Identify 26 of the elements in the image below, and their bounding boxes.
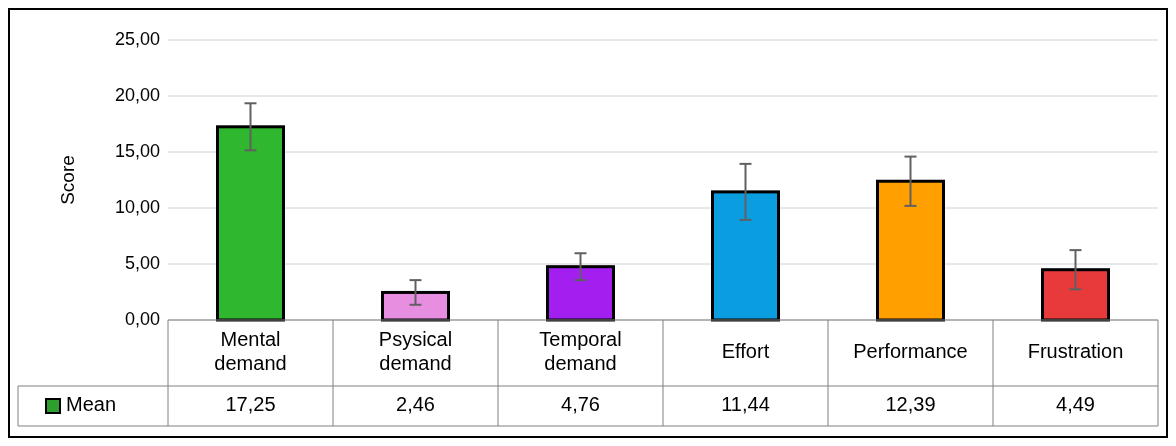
- y-tick-label: 10,00: [114, 196, 160, 217]
- bar: [216, 125, 285, 322]
- data-label: 4,76: [561, 393, 600, 416]
- x-tick-label: Mental demand: [214, 328, 287, 375]
- data-label: 4,49: [1056, 393, 1095, 416]
- y-tick-label: 0,00: [124, 308, 160, 329]
- y-tick-label: 15,00: [114, 140, 160, 161]
- data-label: 11,44: [721, 393, 770, 416]
- x-tick-label: Performance: [853, 340, 968, 363]
- bar: [1041, 268, 1110, 322]
- x-tick-label: Effort: [721, 340, 770, 363]
- y-tick-label: 20,00: [114, 84, 160, 105]
- bar: [546, 265, 615, 322]
- x-tick-label: Psysical demand: [378, 328, 453, 375]
- bar: [711, 190, 780, 322]
- x-tick-label: Temporal demand: [539, 328, 622, 375]
- text: Mean: [66, 393, 117, 416]
- data-label: 12,39: [885, 393, 936, 416]
- y-axis-title: Score: [57, 155, 78, 205]
- bar: [876, 179, 945, 322]
- data-label: 2,46: [396, 393, 435, 416]
- y-tick-label: 25,00: [114, 28, 160, 49]
- x-tick-label: Frustration: [1027, 340, 1124, 363]
- y-tick-label: 5,00: [124, 252, 160, 273]
- data-label: 17,25: [225, 393, 276, 416]
- bar: [381, 290, 450, 322]
